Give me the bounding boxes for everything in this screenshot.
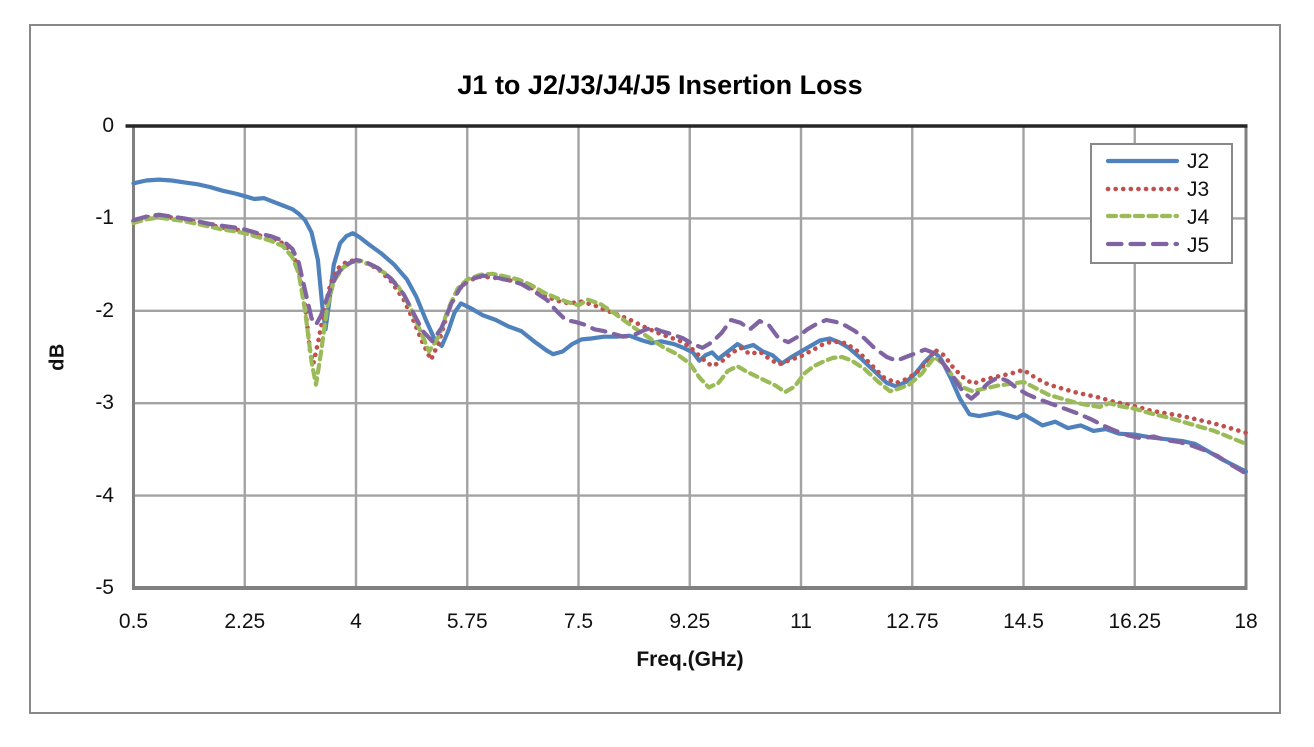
legend-line-sample-j2: [1105, 153, 1180, 171]
legend: J2 J3 J4 J5: [1090, 143, 1233, 264]
legend-item-j2: J2: [1105, 151, 1231, 172]
chart-title: J1 to J2/J3/J4/J5 Insertion Loss: [457, 70, 863, 100]
y-tick-label: -4: [95, 483, 114, 507]
y-tick-label: -2: [95, 298, 114, 322]
x-tick-label: 2.25: [224, 610, 266, 633]
x-tick-label: 12.75: [885, 610, 939, 633]
y-tick-label: 0: [102, 114, 114, 137]
x-tick-label: 14.5: [1003, 610, 1044, 633]
y-tick-label: -1: [95, 206, 114, 230]
x-tick-label: 4: [350, 610, 362, 633]
y-tick-label: -5: [95, 576, 114, 599]
x-tick-label: 18: [1234, 610, 1258, 633]
legend-label: J4: [1187, 205, 1210, 229]
y-axis-title: dB: [46, 343, 69, 371]
x-tick-label: 0.5: [118, 610, 149, 633]
legend-label: J5: [1187, 233, 1210, 257]
x-tick-label: 5.75: [446, 610, 488, 633]
chart-outer-border: [29, 24, 1281, 714]
y-tick-label: -3: [95, 391, 114, 415]
legend-line-sample-j3: [1105, 181, 1180, 199]
x-tick-label: 16.25: [1108, 610, 1162, 633]
x-tick-label: 9.25: [669, 610, 711, 633]
series-line-J2: [131, 177, 1249, 474]
legend-label: J3: [1187, 178, 1210, 202]
x-tick-label: 7.5: [563, 610, 594, 633]
x-axis-title: Freq.(GHz): [636, 648, 744, 671]
series-line-J5: [131, 212, 1249, 477]
legend-item-j3: J3: [1105, 179, 1231, 200]
series-line-J4: [131, 215, 1249, 446]
x-tick-label: 11: [790, 610, 812, 633]
legend-label: J2: [1187, 150, 1210, 174]
legend-item-j5: J5: [1105, 235, 1231, 256]
legend-item-j4: J4: [1105, 207, 1231, 228]
legend-line-sample-j5: [1105, 236, 1180, 254]
legend-line-sample-j4: [1105, 208, 1180, 226]
